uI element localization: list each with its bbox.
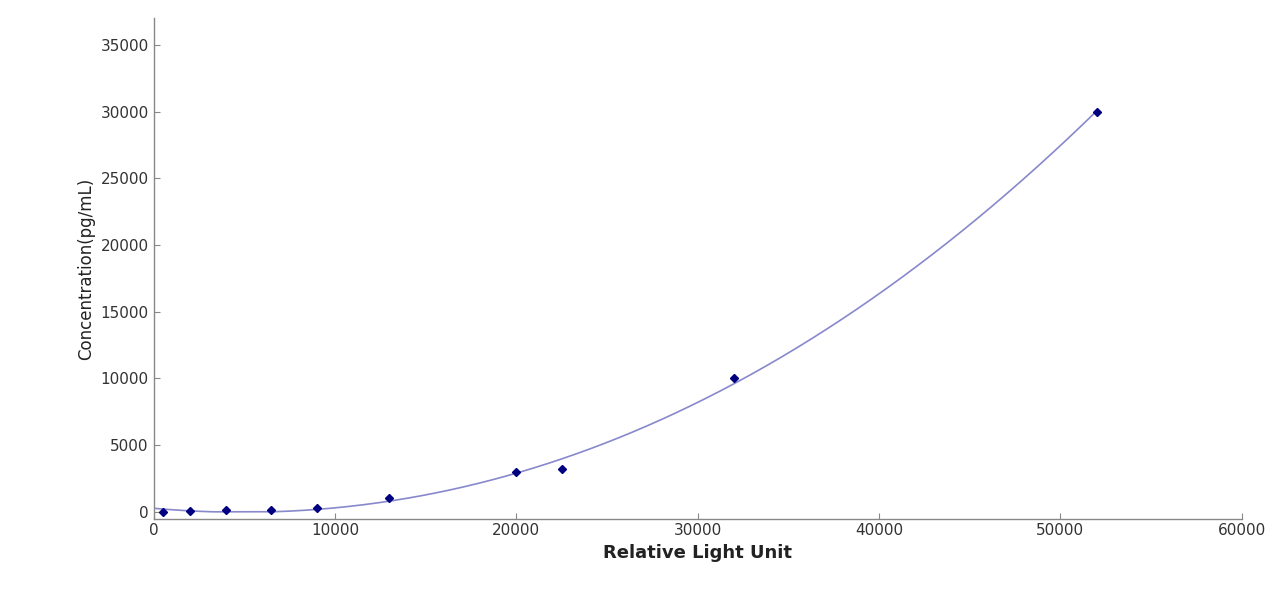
X-axis label: Relative Light Unit: Relative Light Unit [603, 544, 792, 562]
Y-axis label: Concentration(pg/mL): Concentration(pg/mL) [77, 178, 95, 359]
